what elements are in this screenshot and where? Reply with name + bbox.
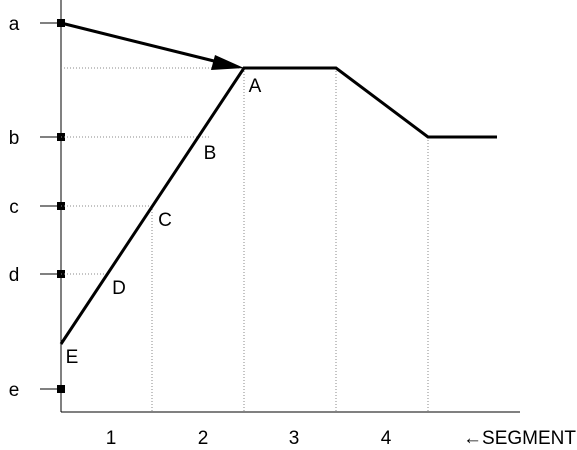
level-label-d: d [9, 265, 20, 286]
point-label-E: E [66, 347, 79, 368]
level-label-a: a [9, 14, 20, 35]
point-label-B: B [204, 143, 217, 164]
arrow-head-icon [211, 55, 244, 70]
segment-label-2: 2 [198, 428, 209, 449]
point-label-D: D [112, 278, 126, 299]
marker-e [57, 385, 65, 393]
level-label-b: b [9, 128, 20, 149]
level-label-e: e [9, 380, 20, 401]
point-label-C: C [158, 210, 172, 231]
segment-label-3: 3 [289, 428, 300, 449]
segment-label-4: 4 [381, 428, 392, 449]
point-label-A: A [249, 76, 262, 97]
arrow-shaft [60, 21, 219, 64]
segment-label-1: 1 [106, 428, 117, 449]
level-label-c: c [9, 197, 19, 218]
profile-line [59, 66, 497, 345]
segment-axis-label: ←SEGMENT [463, 428, 576, 449]
